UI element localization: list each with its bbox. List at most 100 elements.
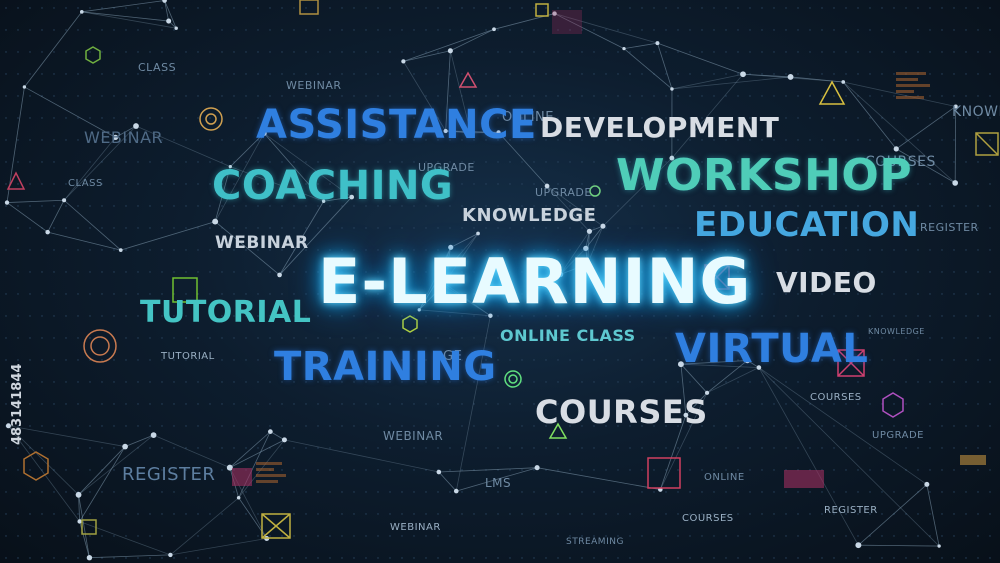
grid-dot [737,227,739,229]
grid-dot [917,183,919,185]
grid-dot [677,491,679,493]
grid-dot [989,337,991,339]
grid-dot [545,7,547,9]
grid-dot [113,293,115,295]
grid-dot [185,557,187,559]
grid-dot [557,403,559,405]
grid-dot [29,271,31,273]
grid-dot [653,557,655,559]
grid-dot [605,359,607,361]
grid-dot [701,139,703,141]
grid-dot [317,557,319,559]
grid-dot [29,293,31,295]
grid-dot [845,227,847,229]
grid-dot [449,7,451,9]
grid-dot [677,29,679,31]
grid-dot [269,491,271,493]
grid-dot [173,95,175,97]
grid-dot [137,7,139,9]
network-line [170,497,239,556]
grid-dot [17,337,19,339]
grid-dot [341,29,343,31]
grid-dot [233,117,235,119]
grid-dot [65,7,67,9]
grid-dot [941,7,943,9]
grid-dot [557,7,559,9]
grid-dot [581,95,583,97]
network-node [448,244,454,250]
grid-dot [725,183,727,185]
grid-dot [689,161,691,163]
grid-dot [833,447,835,449]
grid-dot [461,205,463,207]
network-node [534,465,540,471]
grid-dot [809,73,811,75]
grid-dot [929,227,931,229]
grid-dot [989,315,991,317]
grid-dot [785,117,787,119]
grid-dot [749,51,751,53]
grid-dot [125,73,127,75]
grid-dot [689,359,691,361]
grid-dot [869,95,871,97]
grid-dot [41,73,43,75]
grid-dot [149,117,151,119]
grid-dot [173,403,175,405]
grid-dot [821,359,823,361]
grid-dot [413,513,415,515]
grid-dot [989,535,991,537]
grid-dot [5,51,7,53]
grid-dot [233,557,235,559]
grid-dot [737,139,739,141]
grid-dot [305,117,307,119]
grid-dot [821,183,823,185]
grid-dot [773,183,775,185]
grid-dot [725,337,727,339]
grid-dot [89,447,91,449]
grid-dot [17,271,19,273]
grid-dot [389,227,391,229]
grid-dot [929,315,931,317]
network-line [470,131,499,134]
grid-dot [881,359,883,361]
grid-dot [245,557,247,559]
grid-dot [557,95,559,97]
grid-dot [257,513,259,515]
grid-dot [653,227,655,229]
grid-dot [101,29,103,31]
grid-dot [821,425,823,427]
grid-dot [485,205,487,207]
grid-dot [809,161,811,163]
grid-dot [737,29,739,31]
grid-dot [797,227,799,229]
grid-dot [545,557,547,559]
grid-dot [173,359,175,361]
grid-dot [617,535,619,537]
grid-dot [125,491,127,493]
grid-dot [773,73,775,75]
network-line [450,28,495,52]
grid-dot [941,557,943,559]
grid-dot [77,95,79,97]
grid-dot [329,447,331,449]
grid-dot [725,469,727,471]
network-node [467,130,474,136]
grid-dot [797,249,799,251]
network-line [498,132,548,187]
grid-dot [113,513,115,515]
grid-dot [593,205,595,207]
grid-dot [593,337,595,339]
network-line [8,425,80,522]
grid-dot [437,447,439,449]
grid-dot [377,73,379,75]
grid-dot [605,7,607,9]
network-node [953,104,958,109]
grid-dot [269,293,271,295]
grid-dot [89,183,91,185]
grid-dot [233,51,235,53]
network-line [743,73,791,78]
grid-dot [41,403,43,405]
grid-dot [677,7,679,9]
grid-dot [353,51,355,53]
grid-dot [773,51,775,53]
